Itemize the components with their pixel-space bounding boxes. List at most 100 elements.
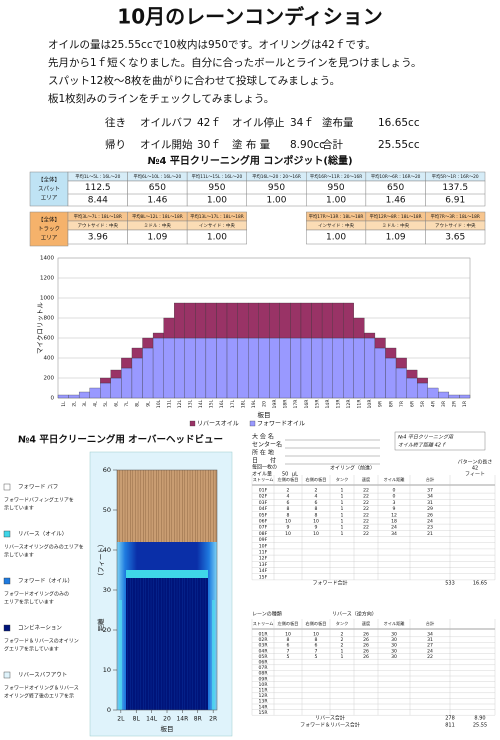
bar-segment [406, 369, 418, 379]
bar-segment [332, 337, 344, 399]
x-tick-label: 9L [145, 401, 151, 407]
table-cell-text: 02R [258, 637, 268, 643]
x-axis-label: 板目 [161, 724, 174, 733]
bar-segment [248, 337, 259, 399]
section-title: №4 平日クリーニング用 コンポジット(総量) [147, 154, 352, 167]
table-cell-text: 22 [363, 500, 369, 506]
table-cell-text: 2 [341, 632, 344, 638]
bar-segment [152, 337, 164, 399]
bar-segment [205, 302, 217, 339]
x-tick-label: 5L [103, 401, 109, 407]
table-cell-text: 8 [287, 506, 290, 512]
x-tick-label: 8R [388, 400, 394, 407]
legend-label: フォワード（オイル） [18, 578, 73, 585]
table-cell-text: 13F [259, 562, 268, 568]
x-tick-label: 12R [346, 399, 352, 409]
legend-note: エリアを示しています [4, 599, 54, 606]
track-label: 【全体】 [38, 216, 60, 224]
bar-segment [343, 337, 354, 399]
legend-note: フォワードバフィングエリアを [4, 497, 74, 504]
bar-segment [269, 337, 280, 399]
summary-item: 帰り [105, 138, 126, 151]
bar-segment [142, 337, 154, 349]
range-header: 平均16L～20：20～16R [252, 173, 301, 180]
range-header: 平均8L～12L：18L～18R [132, 213, 183, 220]
y-tick-label: 30 [103, 586, 111, 594]
table-cell-text: 22 [363, 531, 369, 537]
table-cell-text: 22 [363, 525, 369, 531]
track-label-cell [29, 211, 69, 247]
x-tick-label: 19R [272, 399, 278, 409]
spot-ratio: 1.46 [386, 196, 406, 206]
column-header: 合計 [426, 620, 435, 627]
bar-segment [417, 382, 428, 399]
table-cell-text: 26 [363, 632, 369, 638]
table-cell-text: 31 [427, 637, 433, 643]
x-tick-label: 8L [135, 401, 141, 407]
bar-segment [78, 391, 90, 399]
oil-amount: μL [292, 472, 298, 478]
summary-item: 30ｆ [197, 139, 221, 151]
y-tick-label: 0 [107, 706, 111, 714]
y-tick-label: 20 [103, 626, 111, 634]
spot-value: 137.5 [442, 183, 468, 193]
table-total: フォワード合計 [312, 580, 347, 587]
pattern-length: フィート [465, 472, 485, 478]
bar-segment [321, 302, 333, 339]
table-cell-text: 06R [258, 660, 268, 666]
column-header: タンク [336, 476, 349, 483]
table-cell-text: 6 [287, 500, 290, 506]
table-cell-text: 4 [315, 494, 318, 500]
table-cell-text: 30 [391, 632, 397, 638]
table-cell-text: 18 [391, 519, 397, 525]
section-title: №4 平日クリーニング用 オーバーヘッドビュー [18, 434, 223, 446]
table-cell-text: 26 [427, 512, 433, 518]
table-cell-text: 5 [315, 654, 318, 660]
bar-segment [163, 317, 175, 339]
bar-segment [311, 337, 323, 399]
spot-value: 950 [268, 183, 285, 193]
bar-segment [406, 377, 418, 399]
track-label: トラック [38, 226, 60, 233]
table-total: 8.90 [474, 716, 485, 722]
track-ratio: 1.09 [147, 233, 167, 243]
bar-segment [417, 377, 428, 384]
y-tick-label: 60 [103, 466, 111, 474]
y-tick-label: 1400 [40, 256, 54, 262]
x-tick-label: 18L [240, 399, 246, 408]
oil-amount: 毎回一枚の [252, 464, 277, 471]
table-cell [186, 229, 247, 245]
table-cell-text: 34 [427, 632, 433, 638]
x-tick-label: 4R [431, 400, 437, 407]
column-header: オイル距離 [384, 620, 406, 627]
table-cell-text: 04R [258, 648, 268, 654]
bar-segment [121, 367, 133, 399]
table-cell-text: 10 [285, 519, 291, 525]
table-total: フォワード＆リバース合計 [300, 722, 360, 729]
table-total: 533 [445, 581, 455, 587]
table-cell-text: 24 [427, 519, 433, 525]
table-cell-text: 08R [258, 671, 268, 677]
bar-segment [100, 382, 111, 399]
y-tick-label: 50 [103, 506, 111, 514]
track-label: エリア [41, 235, 58, 242]
table-cell-text: 10 [313, 531, 319, 537]
bar-segment [163, 337, 175, 399]
x-tick-label: 2L [71, 401, 77, 407]
bar-segment [195, 302, 207, 339]
legend-label: リバースバフアウト [18, 671, 67, 679]
spot-value: 112.5 [85, 183, 111, 193]
table-cell [365, 180, 426, 207]
table-cell-text: 30 [391, 654, 397, 660]
x-tick-label: 18R [283, 399, 289, 409]
spot-label: スパット [38, 186, 60, 193]
y-tick-label: 800 [44, 316, 55, 322]
column-header: 合計 [426, 476, 435, 483]
legend-label: フォワード バフ [18, 484, 58, 491]
zone-header: アウトサイド：中央 [78, 222, 119, 229]
zone-header: アウトサイド：中央 [435, 222, 476, 229]
x-tick-label: 19L [251, 399, 257, 408]
bar-segment [68, 394, 80, 399]
table-caption: リバース（逆方向） [332, 611, 377, 618]
